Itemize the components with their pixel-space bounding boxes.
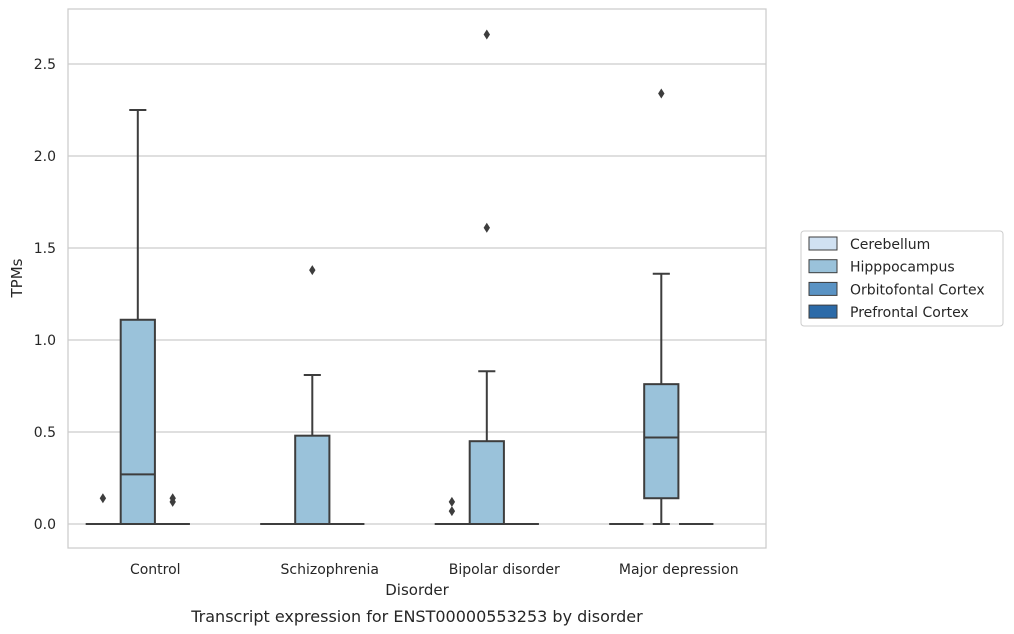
outlier-point — [658, 88, 665, 99]
y-tick-label: 2.5 — [34, 57, 56, 73]
legend: Cerebellum Hipppocampus Orbitofontal Corte… — [800, 230, 1004, 327]
legend-swatch — [808, 304, 838, 319]
x-tick-label: Bipolar disorder — [449, 562, 560, 578]
box-body — [119, 318, 156, 526]
box-cerebellum — [434, 496, 470, 525]
legend-swatch — [808, 236, 838, 251]
outlier-point — [169, 493, 176, 504]
box-hipppocampus — [119, 109, 156, 526]
box-cerebellum — [85, 493, 121, 525]
box-body — [468, 440, 505, 526]
x-tick-label: Control — [130, 562, 181, 578]
y-tick-label: 2.0 — [34, 149, 56, 165]
y-tick-label: 0.0 — [34, 517, 56, 533]
box-hipppocampus — [468, 29, 505, 526]
legend-label: Orbitofontal Cortex — [850, 282, 985, 298]
outlier-point — [99, 493, 107, 504]
outlier-point — [483, 29, 490, 40]
x-axis-label: Disorder — [385, 581, 449, 599]
box-groups — [85, 29, 714, 526]
legend-frame — [800, 230, 1004, 327]
box-orbitofontal-cortex — [155, 493, 190, 525]
box-body — [294, 434, 331, 525]
plot-frame — [67, 8, 767, 549]
box-hipppocampus — [643, 88, 680, 525]
x-tick-label: Major depression — [619, 562, 739, 578]
outlier-point — [448, 506, 456, 517]
box-hipppocampus — [294, 265, 331, 525]
legend-swatch — [808, 259, 838, 274]
outlier-point — [448, 496, 456, 507]
y-axis-ticks: 0.0 0.5 1.0 1.5 2.0 2.5 — [34, 57, 56, 533]
legend-label: Cerebellum — [850, 237, 930, 253]
y-tick-label: 1.5 — [34, 241, 56, 257]
outlier-point — [309, 265, 316, 276]
y-tick-label: 1.0 — [34, 333, 56, 349]
outlier-point — [483, 222, 490, 233]
x-axis-ticks: Control Schizophrenia Bipolar disorder Majo… — [130, 562, 739, 578]
y-axis-label: TPMs — [8, 258, 26, 298]
legend-label: Hipppocampus — [850, 260, 955, 276]
x-tick-label: Schizophrenia — [281, 562, 379, 578]
legend-swatch — [808, 281, 838, 296]
y-tick-label: 0.5 — [34, 425, 56, 441]
box-body — [643, 383, 680, 500]
chart-caption: Transcript expression for ENST0000055325… — [190, 607, 643, 626]
legend-label: Prefrontal Cortex — [850, 305, 969, 321]
